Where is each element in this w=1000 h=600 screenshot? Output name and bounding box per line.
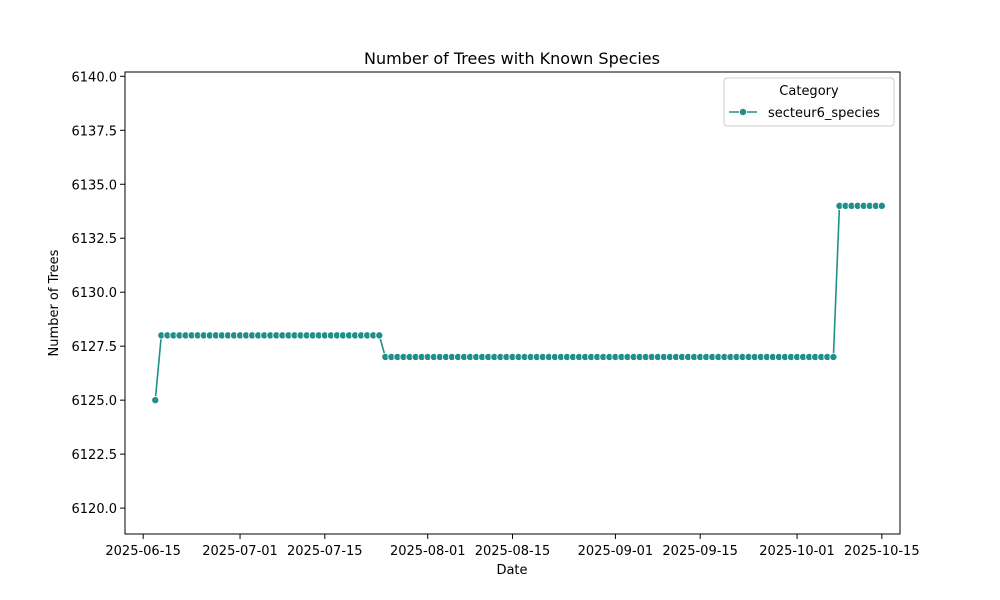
x-tick-label: 2025-06-15 <box>105 544 181 559</box>
legend: Category secteur6_species <box>723 77 895 127</box>
data-point <box>375 331 384 340</box>
y-tick-label: 6120.0 <box>72 502 118 517</box>
x-tick-label: 2025-09-15 <box>662 544 738 559</box>
y-tick-label: 6125.0 <box>72 394 118 409</box>
y-tick-label: 6132.5 <box>72 232 118 247</box>
chart-title: Number of Trees with Known Species <box>364 49 660 68</box>
y-tick-label: 6135.0 <box>72 178 118 193</box>
y-axis: 6120.0 6122.5 6125.0 6127.5 6130.0 6132.5 6135… <box>72 70 125 517</box>
y-tick-label: 6140.0 <box>72 70 118 85</box>
legend-marker-swatch <box>739 108 748 117</box>
x-tick-label: 2025-09-01 <box>578 544 654 559</box>
data-point <box>877 201 886 210</box>
y-tick-label: 6137.5 <box>72 124 118 139</box>
x-tick-label: 2025-10-01 <box>759 544 835 559</box>
x-tick-label: 2025-08-15 <box>475 544 551 559</box>
data-point <box>151 396 160 405</box>
legend-label: secteur6_species <box>768 106 880 121</box>
x-tick-label: 2025-07-15 <box>287 544 363 559</box>
legend-box <box>723 77 895 127</box>
y-axis-title: Number of Trees <box>47 249 62 356</box>
legend-title: Category <box>779 84 839 99</box>
x-tick-label: 2025-08-01 <box>390 544 466 559</box>
y-tick-label: 6122.5 <box>72 448 118 463</box>
data-point <box>829 352 838 361</box>
y-tick-label: 6130.0 <box>72 286 118 301</box>
x-axis-title: Date <box>496 563 527 578</box>
x-tick-label: 2025-10-15 <box>844 544 920 559</box>
x-axis: 2025-06-15 2025-07-01 2025-07-15 2025-08-01… <box>105 534 920 559</box>
y-tick-label: 6127.5 <box>72 340 118 355</box>
series-layer <box>151 201 886 405</box>
x-tick-label: 2025-07-01 <box>202 544 278 559</box>
